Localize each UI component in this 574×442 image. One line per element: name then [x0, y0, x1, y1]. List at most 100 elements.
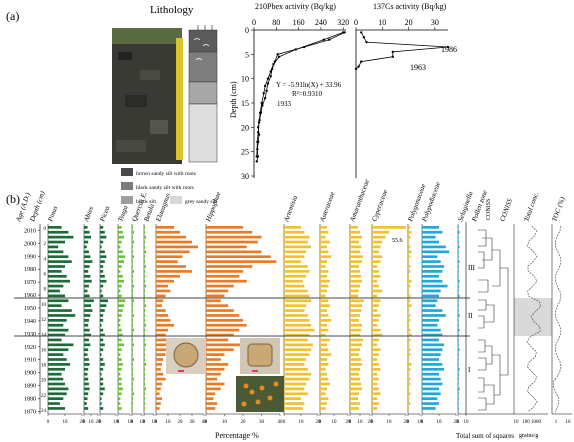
- bar-picea: [100, 314, 104, 317]
- series-xtick-label: 0: [457, 420, 460, 425]
- bar-elaeagnus: [156, 250, 190, 254]
- bar-quercus-e-: [132, 230, 134, 234]
- bar-polypodiaceae: [422, 333, 443, 337]
- bar-cyperaceae: [372, 245, 381, 249]
- bar-betula: [144, 309, 145, 312]
- bar-cyperaceae: [372, 372, 378, 376]
- series-xtick-label: 0: [371, 420, 374, 425]
- bar-selaginella: [458, 377, 459, 381]
- bar-artemisia: [284, 323, 312, 327]
- bar-quercus-e-: [132, 328, 134, 332]
- bar-amaranthaceae: [350, 319, 359, 322]
- bar-polygonaceae: [408, 387, 410, 391]
- bar-artemisia: [284, 226, 301, 229]
- bar-selaginella: [458, 240, 459, 244]
- conc-toc-curves: 10 100 1000 1 10: [514, 224, 572, 425]
- bar-tsuga: [118, 279, 124, 283]
- series-xtick-label: 0: [283, 420, 286, 425]
- bar-selaginella: [458, 265, 459, 268]
- bar-elaeagnus: [156, 319, 171, 322]
- bar-elaeagnus: [156, 255, 183, 259]
- bar-betula: [144, 235, 146, 239]
- header-abies: Abies: [82, 205, 95, 224]
- bar-polygonaceae: [408, 255, 411, 259]
- bar-tsuga: [118, 387, 123, 391]
- bar-selaginella: [458, 333, 459, 337]
- cs-chart: 137Cs activity (Bq/kg) 0 10 20 30 1986 1963: [354, 2, 457, 178]
- bar-artemisia: [284, 279, 303, 283]
- bar-betula: [144, 265, 146, 268]
- bar-artemisia: [284, 240, 308, 244]
- age-tick-label: 1930: [24, 332, 36, 338]
- bar-selaginella: [458, 397, 459, 401]
- bar-cyperaceae: [372, 274, 381, 278]
- bar-polypodiaceae: [422, 338, 439, 342]
- bar-artemisia: [284, 353, 310, 356]
- bar-polygonaceae: [408, 323, 410, 327]
- bar-elaeagnus: [156, 284, 168, 288]
- bar-amaranthaceae: [350, 358, 361, 361]
- bar-abies: [84, 328, 90, 332]
- bar-hippophae: [206, 367, 225, 371]
- bar-cyperaceae: [372, 387, 379, 391]
- series-xtick-label: 0: [205, 420, 208, 425]
- bar-abies: [84, 240, 89, 244]
- bar-quercus-e-: [132, 407, 133, 410]
- bar-artemisia: [284, 358, 307, 361]
- bar-selaginella: [458, 382, 459, 386]
- bar-quercus-e-: [132, 245, 133, 249]
- bar-quercus-e-: [132, 299, 134, 303]
- bar-quercus-e-: [132, 353, 133, 356]
- bar-asteraceae: [320, 294, 326, 298]
- cs-point: [354, 67, 358, 71]
- bar-polypodiaceae: [422, 235, 436, 239]
- coniss-label: CONISS: [486, 199, 492, 220]
- bar-tsuga: [118, 226, 122, 229]
- pb-point: [269, 70, 272, 73]
- bar-amaranthaceae: [350, 230, 360, 234]
- bar-amaranthaceae: [350, 372, 359, 376]
- bar-pinus: [48, 323, 64, 327]
- bar-polygonaceae: [408, 367, 411, 371]
- pb-ytick-label: 25: [241, 148, 249, 157]
- pb-ytick-label: 20: [241, 123, 249, 132]
- series-xtick-label: 0: [83, 420, 86, 425]
- series-xtick-label: 10: [114, 420, 120, 425]
- bar-polypodiaceae: [422, 270, 443, 273]
- bar-betula: [144, 255, 145, 259]
- bar-polypodiaceae: [422, 304, 436, 308]
- bar-artemisia: [284, 230, 305, 234]
- bar-tsuga: [118, 245, 121, 249]
- bar-abies: [84, 274, 91, 278]
- series-xtick-label: 20: [346, 420, 352, 425]
- bar-betula: [144, 328, 145, 332]
- cs-xtick-label: 0: [354, 18, 358, 27]
- bar-cyperaceae: [372, 255, 383, 259]
- header-toc-: TOC (%): [550, 195, 567, 223]
- bar-tsuga: [118, 230, 123, 234]
- bar-hippophae: [206, 265, 253, 268]
- bar-amaranthaceae: [350, 367, 360, 371]
- zone-label-III: III: [468, 264, 476, 272]
- bar-abies: [84, 299, 94, 303]
- bar-quercus-e-: [132, 289, 133, 293]
- bar-cyperaceae: [372, 377, 379, 381]
- bar-cyperaceae: [372, 294, 378, 298]
- series-xtick-label: 0: [131, 420, 134, 425]
- bar-abies: [84, 367, 89, 371]
- bar-selaginella: [458, 348, 460, 352]
- bar-abies: [84, 314, 91, 317]
- bar-asteraceae: [320, 270, 329, 273]
- bar-elaeagnus: [156, 289, 171, 293]
- bar-polygonaceae: [408, 265, 411, 268]
- bar-tsuga: [118, 260, 124, 263]
- bar-asteraceae: [320, 226, 327, 229]
- pb-point: [260, 101, 264, 105]
- bar-picea: [100, 299, 108, 303]
- bar-polygonaceae: [408, 309, 410, 312]
- bar-quercus-e-: [132, 392, 134, 396]
- bar-betula: [144, 250, 146, 254]
- series-xtick-label: 10: [332, 420, 338, 425]
- bar-elaeagnus: [156, 367, 161, 371]
